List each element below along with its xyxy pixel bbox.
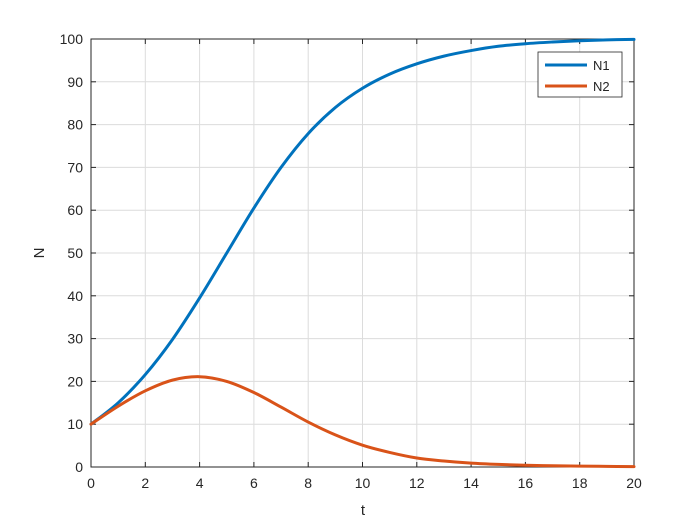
x-tick-label: 10	[355, 475, 371, 491]
series-line-n1	[89, 37, 636, 426]
tick-labels: 0 2 4 6 8 10 12 14 16 18 20 0 10 20 30 40 50 60 70 80 90 100	[60, 31, 642, 491]
x-tick-label: 4	[196, 475, 204, 491]
x-tick-label: 16	[518, 475, 534, 491]
x-axis-label: t	[361, 502, 366, 519]
x-tick-label: 20	[626, 475, 642, 491]
y-tick-label: 20	[67, 373, 83, 389]
series-lines	[89, 37, 636, 469]
y-tick-label: 30	[67, 331, 83, 347]
y-tick-label: 40	[67, 288, 83, 304]
legend-box	[537, 51, 623, 98]
grid	[90, 38, 635, 468]
legend-label-n2: N2	[593, 79, 610, 94]
x-tick-label: 12	[409, 475, 425, 491]
x-tick-label: 0	[87, 475, 95, 491]
y-tick-label: 90	[67, 74, 83, 90]
y-tick-label: 70	[67, 159, 83, 175]
y-tick-label: 60	[67, 202, 83, 218]
series-line-n2	[89, 375, 636, 469]
x-tick-label: 18	[572, 475, 588, 491]
legend-label-n1: N1	[593, 58, 610, 73]
y-axis-label: N	[31, 248, 48, 259]
x-tick-label: 14	[463, 475, 479, 491]
x-tick-label: 6	[250, 475, 258, 491]
x-tick-label: 2	[141, 475, 149, 491]
y-tick-label: 0	[75, 459, 83, 475]
y-tick-label: 100	[60, 31, 84, 47]
y-tick-label: 10	[67, 416, 83, 432]
y-tick-label: 80	[67, 117, 83, 133]
x-tick-label: 8	[304, 475, 312, 491]
legend: N1 N2	[537, 51, 623, 98]
y-tick-label: 50	[67, 245, 83, 261]
